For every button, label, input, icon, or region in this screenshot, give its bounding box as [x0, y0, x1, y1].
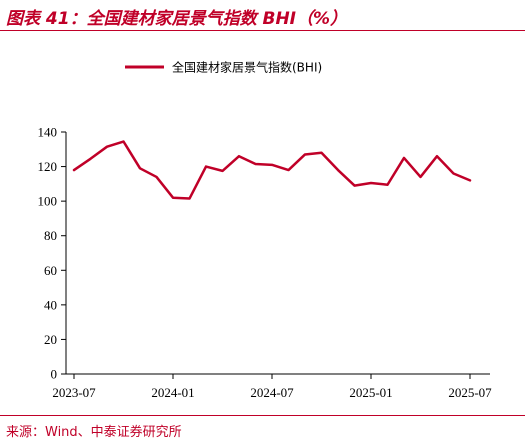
- y-tick-label: 140: [38, 125, 58, 140]
- title-divider: [0, 30, 525, 31]
- x-tick-label: 2025-07: [448, 385, 492, 400]
- figure-title: 图表 41：全国建材家居景气指数 BHI（%）: [6, 9, 348, 29]
- x-tick-label: 2024-01: [151, 385, 194, 400]
- line-chart: 0 20 40 60 80 100 120 140 2023-07 2024-01 2024-07 2…: [38, 60, 493, 401]
- y-tick-label: 80: [44, 228, 57, 243]
- x-tick-label: 2024-07: [250, 385, 294, 400]
- source-divider: [0, 415, 525, 416]
- y-tick-label: 40: [44, 297, 57, 312]
- y-tick-label: 60: [44, 263, 57, 278]
- legend-label: 全国建材家居景气指数(BHI): [172, 60, 322, 75]
- y-tick-label: 120: [38, 159, 58, 174]
- x-tick-label: 2025-01: [349, 385, 392, 400]
- y-tick-label: 100: [38, 194, 58, 209]
- series-line: [72, 140, 472, 200]
- y-tick-label: 20: [44, 332, 57, 347]
- source-note: 来源：Wind、中泰证券研究所: [6, 425, 182, 440]
- x-tick-label: 2023-07: [52, 385, 96, 400]
- y-tick-label: 0: [51, 367, 58, 382]
